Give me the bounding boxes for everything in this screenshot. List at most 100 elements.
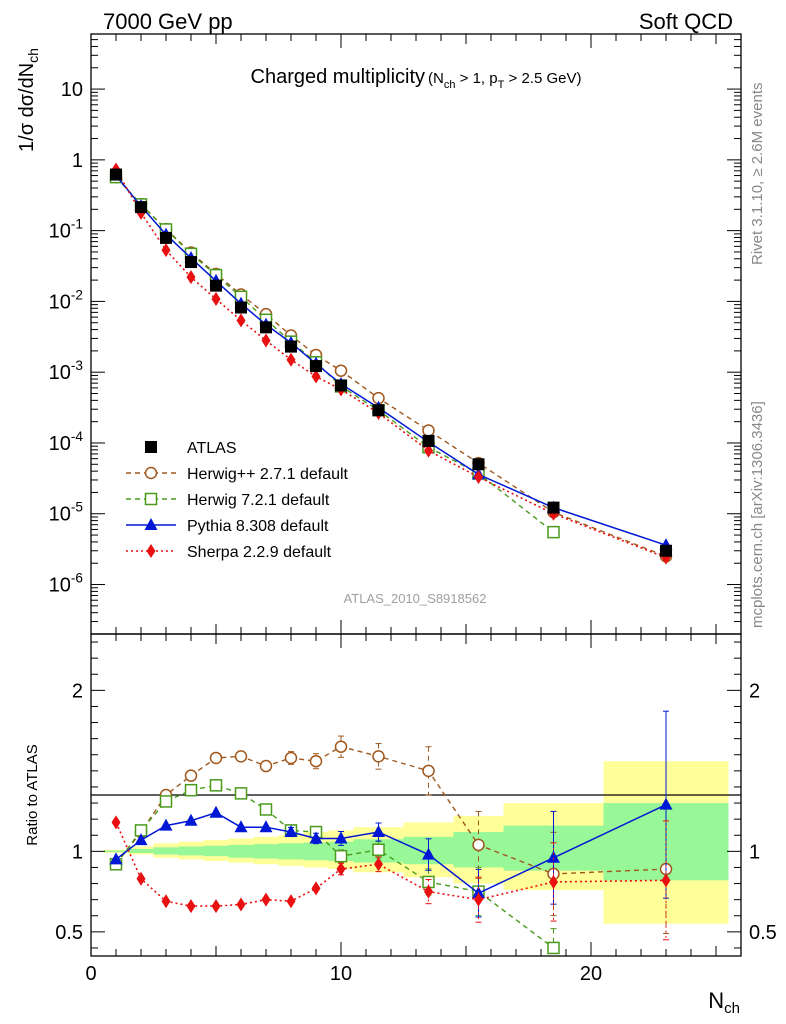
y-tick-label: 10-4 bbox=[49, 429, 84, 455]
data-point-sherpa-2-2-9-default bbox=[424, 443, 433, 458]
legend-label-herwig-7-2-1-default: Herwig 7.2.1 default bbox=[187, 492, 330, 509]
ratio-frame bbox=[90, 633, 742, 957]
ratio-series-sherpa-2-2-9-default bbox=[111, 815, 671, 941]
data-point-sherpa-2-2-9-default bbox=[236, 313, 246, 328]
ratio-y-tick-label-left: 1 bbox=[72, 841, 83, 863]
band-inner-bin bbox=[153, 847, 179, 855]
ratio-point-herwig-2-7-1-default bbox=[422, 764, 435, 778]
ratio-series-group bbox=[109, 710, 673, 956]
tick-label-exponent: -5 bbox=[71, 500, 83, 515]
ratio-point-herwig-2-7-1-default bbox=[472, 838, 485, 852]
ratio-point-pythia-8-308-default bbox=[284, 825, 298, 838]
tick-label-base: 10 bbox=[49, 504, 71, 526]
data-point-atlas bbox=[110, 168, 122, 181]
legend-label-atlas: ATLAS bbox=[187, 440, 237, 457]
data-point-atlas bbox=[660, 544, 672, 557]
y-tick-label: 10-5 bbox=[49, 500, 83, 526]
data-point-atlas bbox=[547, 501, 560, 514]
data-point-atlas bbox=[210, 279, 222, 292]
ratio-point-sherpa-2-2-9-default bbox=[424, 884, 433, 899]
x-tick-label: 10 bbox=[330, 963, 352, 985]
analysis-id-label: ATLAS_2010_S8918562 bbox=[344, 591, 487, 606]
ratio-point-sherpa-2-2-9-default bbox=[336, 862, 346, 877]
data-point-atlas bbox=[335, 379, 347, 392]
y-tick-label: 10-3 bbox=[49, 358, 83, 384]
ratio-point-pythia-8-308-default bbox=[547, 850, 560, 863]
data-point-atlas bbox=[235, 301, 247, 314]
tick-label-exponent: -2 bbox=[71, 287, 83, 302]
ratio-point-pythia-8-308-default bbox=[372, 825, 385, 838]
category-label: Soft QCD bbox=[639, 9, 733, 34]
x-tick-label: 20 bbox=[580, 963, 602, 985]
rivet-label: Rivet 3.1.10, ≥ 2.6M events bbox=[749, 83, 766, 266]
data-point-atlas bbox=[135, 201, 147, 214]
y-tick-label: 1 bbox=[72, 150, 83, 172]
legend-marker-atlas bbox=[145, 441, 157, 453]
chart-title: Charged multiplicity (Nch > 1, pT > 2.5 G… bbox=[251, 66, 582, 91]
data-point-sherpa-2-2-9-default bbox=[311, 369, 321, 384]
ratio-point-sherpa-2-2-9-default bbox=[474, 892, 483, 907]
tick-label-base: 10 bbox=[49, 291, 71, 313]
ratio-point-sherpa-2-2-9-default bbox=[211, 899, 221, 914]
ratio-point-herwig-7-2-1-default bbox=[234, 787, 248, 800]
ratio-point-herwig-7-2-1-default bbox=[159, 795, 173, 808]
legend-marker-pythia-8-308-default bbox=[144, 518, 158, 530]
data-point-atlas bbox=[185, 256, 197, 269]
y-tick-label: 10 bbox=[61, 79, 83, 101]
band-inner-bin bbox=[278, 843, 304, 860]
ratio-y-tick-label-right: 1 bbox=[749, 841, 760, 863]
ratio-point-sherpa-2-2-9-default bbox=[236, 897, 246, 912]
ratio-point-sherpa-2-2-9-default bbox=[186, 899, 196, 914]
ratio-y-tick-label-left: 2 bbox=[72, 680, 83, 702]
energy-label: 7000 GeV pp bbox=[103, 9, 233, 34]
ratio-point-pythia-8-308-default bbox=[209, 805, 223, 818]
band-inner-bin bbox=[203, 845, 229, 857]
ratio-point-pythia-8-308-default bbox=[659, 797, 673, 810]
ratio-point-sherpa-2-2-9-default bbox=[374, 857, 383, 872]
tick-label-base: 10 bbox=[49, 221, 71, 243]
data-point-sherpa-2-2-9-default bbox=[161, 243, 171, 258]
ratio-point-herwig-2-7-1-default bbox=[259, 759, 273, 773]
band-inner-bin bbox=[253, 844, 279, 859]
ratio-y-tick-label-right: 0.5 bbox=[749, 922, 777, 944]
legend-label-pythia-8-308-default: Pythia 8.308 default bbox=[187, 518, 329, 535]
tick-label-exponent: -4 bbox=[71, 429, 84, 444]
band-inner-bin bbox=[303, 842, 329, 861]
main-y-axis-label: 1/σ dσ/dNch bbox=[16, 48, 41, 152]
data-point-atlas bbox=[422, 434, 435, 447]
ratio-point-sherpa-2-2-9-default bbox=[286, 894, 296, 909]
ratio-point-herwig-7-2-1-default bbox=[547, 941, 560, 955]
data-point-herwig-2-7-1-default bbox=[422, 424, 435, 437]
ratio-point-herwig-7-2-1-default bbox=[259, 803, 273, 816]
tick-label-exponent: -3 bbox=[71, 358, 83, 373]
ratio-point-pythia-8-308-default bbox=[259, 820, 273, 833]
tick-label-base: 10 bbox=[49, 433, 71, 455]
ratio-point-pythia-8-308-default bbox=[309, 831, 323, 844]
data-point-atlas bbox=[260, 321, 272, 334]
y-tick-label: 10-1 bbox=[49, 217, 83, 243]
ratio-point-herwig-2-7-1-default bbox=[284, 751, 298, 765]
band-inner-bin bbox=[178, 846, 204, 856]
data-point-herwig-2-7-1-default bbox=[334, 364, 348, 377]
ratio-point-sherpa-2-2-9-default bbox=[136, 871, 146, 886]
ratio-point-sherpa-2-2-9-default bbox=[661, 873, 671, 888]
main-panel: Charged multiplicity (Nch > 1, pT > 2.5 G… bbox=[16, 33, 742, 635]
legend-marker-herwig-7-2-1-default bbox=[144, 492, 158, 506]
ratio-point-herwig-7-2-1-default bbox=[184, 783, 198, 797]
tick-label-exponent: -6 bbox=[71, 571, 83, 586]
series-atlas bbox=[110, 168, 672, 557]
legend-label-herwig-2-7-1-default: Herwig++ 2.7.1 default bbox=[187, 466, 349, 483]
source-label: mcplots.cern.ch [arXiv:1306.3436] bbox=[749, 401, 766, 628]
ratio-point-herwig-2-7-1-default bbox=[209, 751, 223, 765]
ratio-point-pythia-8-308-default bbox=[109, 852, 123, 865]
ratio-point-herwig-2-7-1-default bbox=[309, 754, 323, 768]
band-inner-bin bbox=[128, 848, 154, 853]
main-series-group bbox=[109, 162, 673, 565]
ratio-point-pythia-8-308-default bbox=[334, 831, 348, 844]
legend-marker-herwig-2-7-1-default bbox=[144, 466, 158, 480]
ratio-point-herwig-2-7-1-default bbox=[184, 769, 198, 782]
data-point-sherpa-2-2-9-default bbox=[474, 470, 483, 485]
series-line-pythia-8-308-default bbox=[115, 175, 667, 546]
